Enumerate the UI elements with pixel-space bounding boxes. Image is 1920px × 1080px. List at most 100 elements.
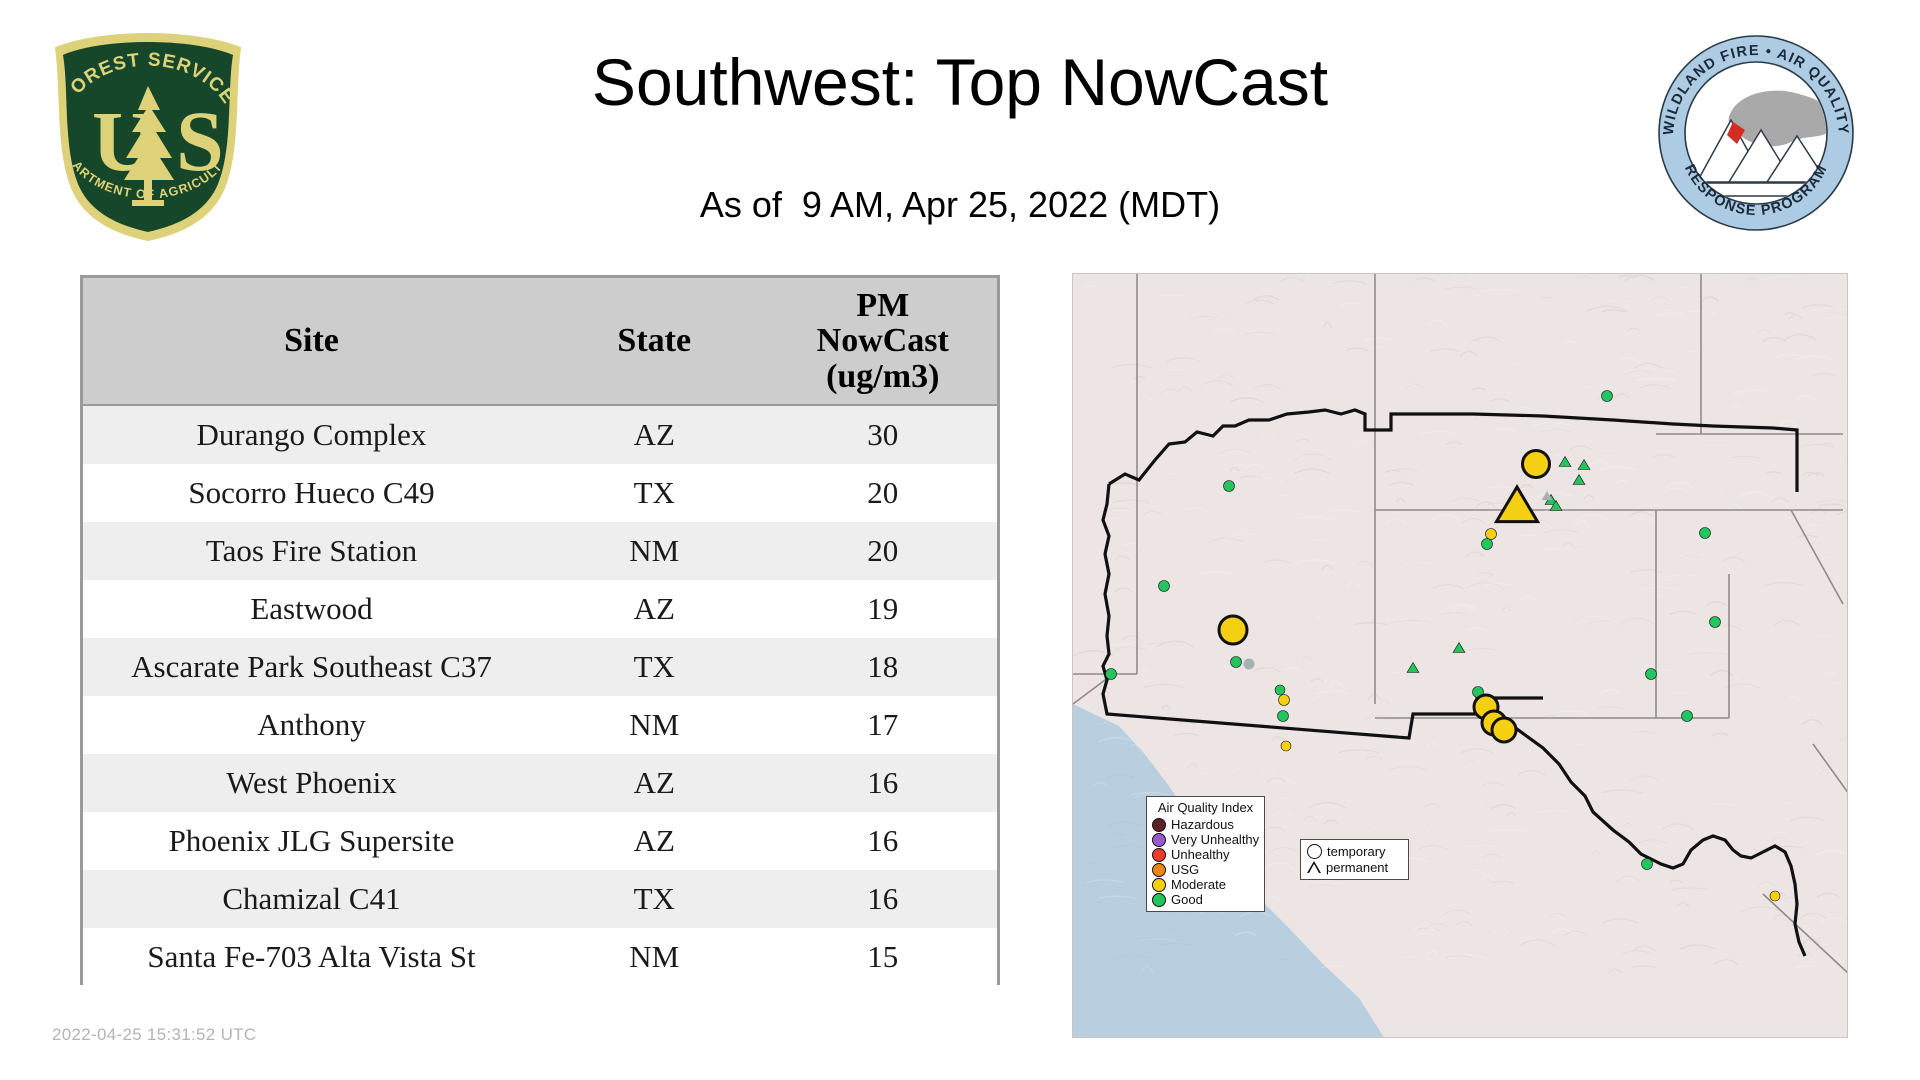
- page-title: Southwest: Top NowCast: [591, 45, 1329, 119]
- aqi-swatch-icon: [1152, 877, 1166, 892]
- table-cell-state: AZ: [540, 405, 769, 464]
- legend-label-temporary: temporary: [1327, 843, 1386, 859]
- footer-timestamp: 2022-04-25 15:31:52 UTC: [52, 1025, 257, 1044]
- map-marker-temporary[interactable]: [1601, 390, 1613, 402]
- table-cell-site: Socorro Hueco C49: [83, 464, 540, 522]
- map-marker-temporary[interactable]: [1243, 658, 1255, 670]
- table-row: Phoenix JLG Supersite AZ 16: [83, 812, 997, 870]
- aqi-legend-label: Hazardous: [1171, 817, 1234, 832]
- aqi-swatch-icon: [1152, 862, 1166, 877]
- table-cell-site: Anthony: [83, 696, 540, 754]
- table-cell-state: TX: [540, 870, 769, 928]
- map-marker-temporary[interactable]: [1681, 710, 1693, 722]
- map-marker-permanent[interactable]: [1558, 455, 1572, 467]
- usfs-letter-s: S: [176, 93, 224, 189]
- column-header-pm-line1: PM: [856, 286, 910, 324]
- temporary-circle-icon: [1307, 843, 1322, 859]
- aqi-swatch-icon: [1152, 847, 1166, 862]
- column-header-site-label: Site: [284, 322, 339, 360]
- map-marker-temporary[interactable]: [1223, 480, 1235, 492]
- permanent-triangle-icon: [1307, 861, 1321, 873]
- aqi-legend-row: Very Unhealthy: [1152, 832, 1259, 847]
- map-marker-permanent[interactable]: [1577, 458, 1591, 470]
- legend-label-permanent: permanent: [1326, 859, 1389, 875]
- map-marker-temporary[interactable]: [1230, 656, 1242, 668]
- map-marker-temporary[interactable]: [1769, 890, 1781, 902]
- aqi-legend-label: Very Unhealthy: [1171, 832, 1260, 847]
- table-cell-state: NM: [540, 928, 769, 986]
- map-marker-temporary[interactable]: [1278, 694, 1290, 706]
- table-row: Santa Fe-703 Alta Vista St NM 15: [83, 928, 997, 986]
- table-cell-site: Durango Complex: [83, 405, 540, 464]
- column-header-pm-line3: (ug/m3): [826, 357, 940, 395]
- map-marker-permanent[interactable]: [1452, 641, 1466, 653]
- aqi-legend-label: Unhealthy: [1171, 847, 1230, 862]
- map-site-markers: [1105, 390, 1781, 902]
- map-marker-temporary[interactable]: [1490, 716, 1518, 744]
- table-cell-pm: 17: [768, 696, 997, 754]
- aqi-swatch-icon: [1152, 892, 1166, 907]
- map-marker-permanent[interactable]: [1406, 661, 1420, 673]
- aqi-swatch-icon: [1152, 832, 1166, 847]
- table-cell-site: Ascarate Park Southeast C37: [83, 638, 540, 696]
- legend-row-temporary: temporary: [1307, 843, 1403, 859]
- table-cell-state: TX: [540, 638, 769, 696]
- map-marker-temporary[interactable]: [1158, 580, 1170, 592]
- aqi-legend-title: Air Quality Index: [1157, 800, 1254, 815]
- table-cell-state: AZ: [540, 812, 769, 870]
- table-row: Eastwood AZ 19: [83, 580, 997, 638]
- column-header-pm-line2: NowCast: [816, 322, 949, 360]
- map-marker-temporary[interactable]: [1521, 449, 1551, 479]
- map-marker-permanent[interactable]: [1572, 473, 1586, 485]
- table-cell-pm: 19: [768, 580, 997, 638]
- column-header-pm-nowcast: PM NowCast (ug/m3): [768, 278, 997, 406]
- table-row: Taos Fire Station NM 20: [83, 522, 997, 580]
- map-marker-temporary[interactable]: [1274, 684, 1286, 696]
- table-row: Socorro Hueco C49 TX 20: [83, 464, 997, 522]
- column-header-site: Site: [83, 278, 540, 406]
- nowcast-table-container: Site State PM NowCast (ug/m3) Durango Co…: [80, 275, 1000, 986]
- legend-row-permanent: permanent: [1307, 859, 1403, 875]
- map-marker-temporary[interactable]: [1709, 616, 1721, 628]
- aqi-legend-row: Unhealthy: [1152, 847, 1259, 862]
- table-cell-pm: 20: [768, 464, 997, 522]
- aqi-legend-row: Hazardous: [1152, 817, 1259, 832]
- map-marker-temporary[interactable]: [1699, 527, 1711, 539]
- table-row: Chamizal C41 TX 16: [83, 870, 997, 928]
- map-country-state-outline: [1101, 408, 1807, 957]
- map-marker-permanent[interactable]: [1541, 491, 1553, 501]
- map-relief-texture: [1073, 274, 1847, 974]
- map-marker-temporary[interactable]: [1105, 668, 1117, 680]
- map-marker-permanent[interactable]: [1549, 499, 1563, 511]
- table-cell-pm: 15: [768, 928, 997, 986]
- map-marker-temporary[interactable]: [1641, 858, 1653, 870]
- table-cell-state: AZ: [540, 580, 769, 638]
- table-cell-site: West Phoenix: [83, 754, 540, 812]
- aqi-legend-label: USG: [1171, 862, 1200, 877]
- marker-shape-legend: temporary permanent: [1300, 839, 1409, 880]
- map-state-boundaries: [1073, 274, 1847, 974]
- map-marker-temporary[interactable]: [1481, 538, 1493, 550]
- table-cell-site: Chamizal C41: [83, 870, 540, 928]
- wfaqrp-seal-logo: WILDLAND FIRE • AIR QUALITY RESPONSE PRO…: [1657, 34, 1855, 232]
- table-cell-site: Taos Fire Station: [83, 522, 540, 580]
- table-cell-state: NM: [540, 522, 769, 580]
- map-marker-permanent[interactable]: [1493, 484, 1541, 524]
- column-header-state-label: State: [617, 322, 692, 360]
- map-marker-temporary[interactable]: [1645, 668, 1657, 680]
- table-row: West Phoenix AZ 16: [83, 754, 997, 812]
- air-quality-map[interactable]: [1072, 273, 1848, 1038]
- nowcast-table: Site State PM NowCast (ug/m3) Durango Co…: [83, 278, 997, 986]
- map-marker-temporary[interactable]: [1217, 614, 1249, 646]
- map-marker-temporary[interactable]: [1280, 740, 1292, 752]
- pine-tree-icon: [124, 86, 174, 206]
- map-marker-temporary[interactable]: [1277, 710, 1289, 722]
- aqi-legend-label: Good: [1171, 892, 1203, 907]
- map-marker-temporary[interactable]: [1485, 528, 1497, 540]
- table-cell-pm: 16: [768, 870, 997, 928]
- table-cell-state: NM: [540, 696, 769, 754]
- aqi-legend-row: USG: [1152, 862, 1259, 877]
- page-subtitle: As of 9 AM, Apr 25, 2022 (MDT): [699, 184, 1221, 225]
- table-cell-state: TX: [540, 464, 769, 522]
- table-cell-pm: 16: [768, 754, 997, 812]
